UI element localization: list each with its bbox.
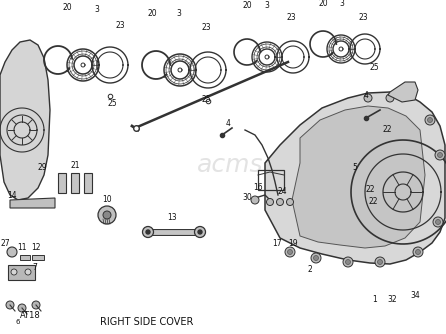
Circle shape	[433, 217, 443, 227]
Circle shape	[18, 304, 26, 312]
Text: 25: 25	[369, 63, 379, 72]
Circle shape	[98, 206, 116, 224]
Text: 20: 20	[242, 0, 252, 9]
Text: 29: 29	[37, 164, 47, 172]
Polygon shape	[8, 265, 35, 280]
Circle shape	[438, 153, 442, 158]
Text: AT18: AT18	[20, 311, 41, 320]
Polygon shape	[10, 198, 55, 208]
Polygon shape	[0, 40, 50, 200]
Circle shape	[435, 219, 441, 224]
Circle shape	[416, 249, 421, 255]
Circle shape	[146, 230, 150, 234]
Text: 22: 22	[365, 185, 375, 194]
Text: 20: 20	[318, 0, 328, 8]
Text: 23: 23	[115, 21, 125, 30]
Bar	[20, 255, 30, 260]
Circle shape	[198, 230, 202, 234]
Polygon shape	[265, 92, 445, 264]
Circle shape	[103, 211, 111, 219]
Text: 30: 30	[242, 193, 252, 202]
Polygon shape	[292, 106, 425, 248]
Text: 23: 23	[358, 13, 368, 22]
Circle shape	[11, 269, 17, 275]
Text: 4: 4	[363, 92, 368, 101]
Circle shape	[32, 301, 40, 309]
Text: 17: 17	[272, 238, 282, 247]
Circle shape	[314, 256, 318, 261]
Text: 16: 16	[253, 183, 263, 192]
Text: 25: 25	[201, 96, 211, 105]
Circle shape	[143, 226, 153, 237]
Circle shape	[377, 260, 383, 265]
Circle shape	[7, 247, 17, 257]
Text: 22: 22	[368, 197, 378, 206]
Text: 3: 3	[95, 5, 99, 14]
Text: 14: 14	[7, 191, 17, 200]
Circle shape	[413, 247, 423, 257]
Text: 27: 27	[0, 239, 10, 248]
Circle shape	[386, 94, 394, 102]
Text: RIGHT SIDE COVER: RIGHT SIDE COVER	[100, 317, 194, 327]
Text: 12: 12	[31, 242, 41, 252]
Text: 1: 1	[372, 296, 377, 305]
Text: 24: 24	[277, 187, 287, 196]
Circle shape	[428, 118, 433, 123]
Circle shape	[375, 257, 385, 267]
Polygon shape	[388, 82, 418, 102]
Bar	[58, 173, 66, 193]
Bar	[71, 173, 79, 193]
Circle shape	[311, 253, 321, 263]
Bar	[32, 255, 44, 260]
Text: 4: 4	[226, 119, 231, 128]
Text: 20: 20	[62, 3, 72, 12]
Circle shape	[343, 257, 353, 267]
Text: 2: 2	[308, 266, 312, 275]
Circle shape	[346, 260, 351, 265]
Text: 23: 23	[286, 13, 296, 22]
Text: 34: 34	[410, 291, 420, 300]
Circle shape	[435, 150, 445, 160]
Text: 7: 7	[33, 264, 37, 273]
Text: 20: 20	[147, 9, 157, 18]
Bar	[84, 173, 92, 193]
Circle shape	[6, 301, 14, 309]
Bar	[258, 170, 284, 190]
Circle shape	[288, 249, 293, 255]
Text: acms: acms	[197, 153, 263, 177]
Text: 10: 10	[102, 195, 112, 204]
Circle shape	[194, 226, 206, 237]
Circle shape	[267, 198, 273, 205]
Circle shape	[425, 115, 435, 125]
Text: 3: 3	[339, 0, 344, 8]
Text: 32: 32	[387, 296, 397, 305]
Circle shape	[364, 94, 372, 102]
Text: 21: 21	[70, 161, 80, 169]
Circle shape	[286, 198, 293, 205]
Text: 3: 3	[177, 9, 182, 18]
Text: 6: 6	[16, 319, 20, 325]
Text: 22: 22	[382, 126, 392, 135]
Text: 11: 11	[17, 242, 27, 252]
Text: 23: 23	[201, 23, 211, 32]
Text: 3: 3	[264, 0, 269, 9]
Text: 5: 5	[352, 164, 357, 172]
Text: 25: 25	[107, 100, 117, 109]
Circle shape	[277, 198, 284, 205]
Text: 19: 19	[288, 238, 298, 247]
Circle shape	[285, 247, 295, 257]
Circle shape	[251, 196, 259, 204]
Circle shape	[25, 269, 31, 275]
Text: 13: 13	[167, 213, 177, 222]
